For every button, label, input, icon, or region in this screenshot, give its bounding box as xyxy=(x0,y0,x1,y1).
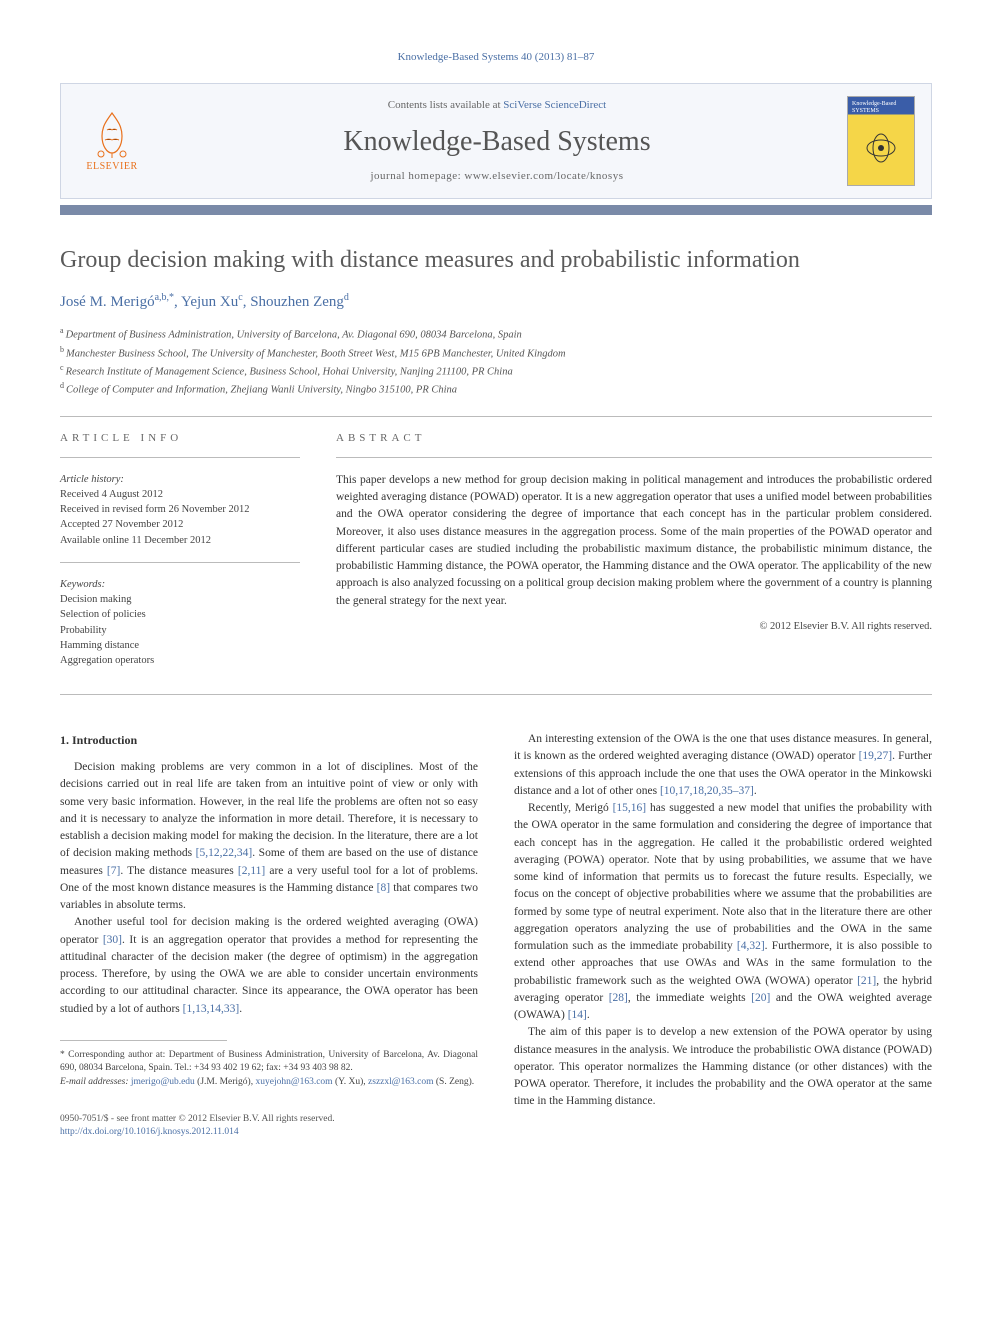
citation-link[interactable]: [20] xyxy=(751,992,770,1004)
citation-link[interactable]: [15,16] xyxy=(613,802,647,814)
rule-info-2 xyxy=(60,562,300,563)
citation-link[interactable]: [1,13,14,33] xyxy=(183,1003,240,1015)
citation-link[interactable]: [4,32] xyxy=(737,940,765,952)
right-column: An interesting extension of the OWA is t… xyxy=(514,731,932,1139)
publisher-logo: ELSEVIER xyxy=(77,106,147,176)
rule-above-info xyxy=(60,416,932,417)
author-list: José M. Merigóa,b,*, Yejun Xuc, Shouzhen… xyxy=(60,291,932,313)
history-line: Accepted 27 November 2012 xyxy=(60,517,300,532)
paragraph: Another useful tool for decision making … xyxy=(60,914,478,1018)
footnotes: * Corresponding author at: Department of… xyxy=(60,1049,478,1089)
masthead-box: ELSEVIER Contents lists available at Sci… xyxy=(60,83,932,199)
homepage-prefix: journal homepage: xyxy=(370,170,464,182)
affiliation: cResearch Institute of Management Scienc… xyxy=(60,362,932,380)
contents-line: Contents lists available at SciVerse Sci… xyxy=(167,98,827,113)
abstract-label: ABSTRACT xyxy=(336,431,932,446)
keyword: Hamming distance xyxy=(60,638,300,653)
citation-link[interactable]: [19,27] xyxy=(859,750,893,762)
email-link[interactable]: jmerigo@ub.edu xyxy=(131,1077,195,1087)
paragraph: Recently, Merigó [15,16] has suggested a… xyxy=(514,800,932,1024)
homepage-line: journal homepage: www.elsevier.com/locat… xyxy=(167,169,827,184)
citation-link[interactable]: [8] xyxy=(377,882,390,894)
contents-prefix: Contents lists available at xyxy=(388,99,503,111)
email-link[interactable]: xuyejohn@163.com xyxy=(255,1077,332,1087)
abstract-column: ABSTRACT This paper develops a new metho… xyxy=(336,431,932,682)
author: José M. Merigóa,b,* xyxy=(60,294,174,310)
paragraph: The aim of this paper is to develop a ne… xyxy=(514,1024,932,1110)
article-history: Article history: Received 4 August 2012R… xyxy=(60,472,300,548)
citation-link[interactable]: [14] xyxy=(568,1009,587,1021)
corresponding-author-note: * Corresponding author at: Department of… xyxy=(60,1049,478,1076)
keyword: Aggregation operators xyxy=(60,653,300,668)
email-link[interactable]: zszzxl@163.com xyxy=(368,1077,433,1087)
doi-link[interactable]: http://dx.doi.org/10.1016/j.knosys.2012.… xyxy=(60,1127,239,1137)
author: Yejun Xuc xyxy=(181,294,243,310)
keyword: Selection of policies xyxy=(60,607,300,622)
citation-link[interactable]: [28] xyxy=(609,992,628,1004)
body-columns: 1. Introduction Decision making problems… xyxy=(60,731,932,1139)
journal-cover-thumbnail: Knowledge-Based SYSTEMS xyxy=(847,96,915,186)
author: Shouzhen Zengd xyxy=(250,294,349,310)
article-info-label: ARTICLE INFO xyxy=(60,431,300,446)
citation-link[interactable]: [10,17,18,20,35–37] xyxy=(660,785,754,797)
affiliation: aDepartment of Business Administration, … xyxy=(60,325,932,343)
running-head: Knowledge-Based Systems 40 (2013) 81–87 xyxy=(60,50,932,65)
history-line: Available online 11 December 2012 xyxy=(60,533,300,548)
history-line: Received 4 August 2012 xyxy=(60,487,300,502)
affiliation: bManchester Business School, The Univers… xyxy=(60,344,932,362)
section-1-heading: 1. Introduction xyxy=(60,731,478,749)
info-abstract-row: ARTICLE INFO Article history: Received 4… xyxy=(60,431,932,682)
bottom-meta: 0950-7051/$ - see front matter © 2012 El… xyxy=(60,1113,478,1140)
paragraph: An interesting extension of the OWA is t… xyxy=(514,731,932,800)
issn-line: 0950-7051/$ - see front matter © 2012 El… xyxy=(60,1113,478,1126)
history-label: Article history: xyxy=(60,472,300,487)
article-title: Group decision making with distance meas… xyxy=(60,245,932,275)
masthead-center: Contents lists available at SciVerse Sci… xyxy=(167,98,827,184)
thumb-title: Knowledge-Based SYSTEMS xyxy=(852,101,910,114)
rule-below-abstract xyxy=(60,694,932,695)
citation-link[interactable]: [7] xyxy=(107,865,120,877)
keywords-block: Keywords: Decision makingSelection of po… xyxy=(60,577,300,668)
masthead-divider xyxy=(60,205,932,215)
keyword: Probability xyxy=(60,623,300,638)
elsevier-tree-icon xyxy=(87,108,137,158)
citation-link[interactable]: [30] xyxy=(103,934,122,946)
email-line: E-mail addresses: jmerigo@ub.edu (J.M. M… xyxy=(60,1076,478,1089)
rule-info-1 xyxy=(60,457,300,458)
paragraph: Decision making problems are very common… xyxy=(60,759,478,914)
sciverse-link[interactable]: SciVerse ScienceDirect xyxy=(503,99,606,111)
citation-link[interactable]: [5,12,22,34] xyxy=(196,847,253,859)
citation-link[interactable]: [21] xyxy=(857,975,876,987)
thumb-graphic xyxy=(852,115,910,182)
keyword: Decision making xyxy=(60,592,300,607)
homepage-url[interactable]: www.elsevier.com/locate/knosys xyxy=(464,170,623,182)
affiliations: aDepartment of Business Administration, … xyxy=(60,325,932,398)
footnote-rule xyxy=(60,1040,227,1041)
page: Knowledge-Based Systems 40 (2013) 81–87 … xyxy=(0,0,992,1179)
abstract-copyright: © 2012 Elsevier B.V. All rights reserved… xyxy=(336,620,932,635)
publisher-name: ELSEVIER xyxy=(86,160,137,174)
keywords-label: Keywords: xyxy=(60,577,300,592)
history-line: Received in revised form 26 November 201… xyxy=(60,502,300,517)
left-column: 1. Introduction Decision making problems… xyxy=(60,731,478,1139)
rule-abs-1 xyxy=(336,457,932,458)
citation-link[interactable]: [2,11] xyxy=(238,865,265,877)
article-info-column: ARTICLE INFO Article history: Received 4… xyxy=(60,431,300,682)
journal-name: Knowledge-Based Systems xyxy=(167,122,827,161)
affiliation: dCollege of Computer and Information, Zh… xyxy=(60,380,932,398)
abstract-text: This paper develops a new method for gro… xyxy=(336,472,932,610)
